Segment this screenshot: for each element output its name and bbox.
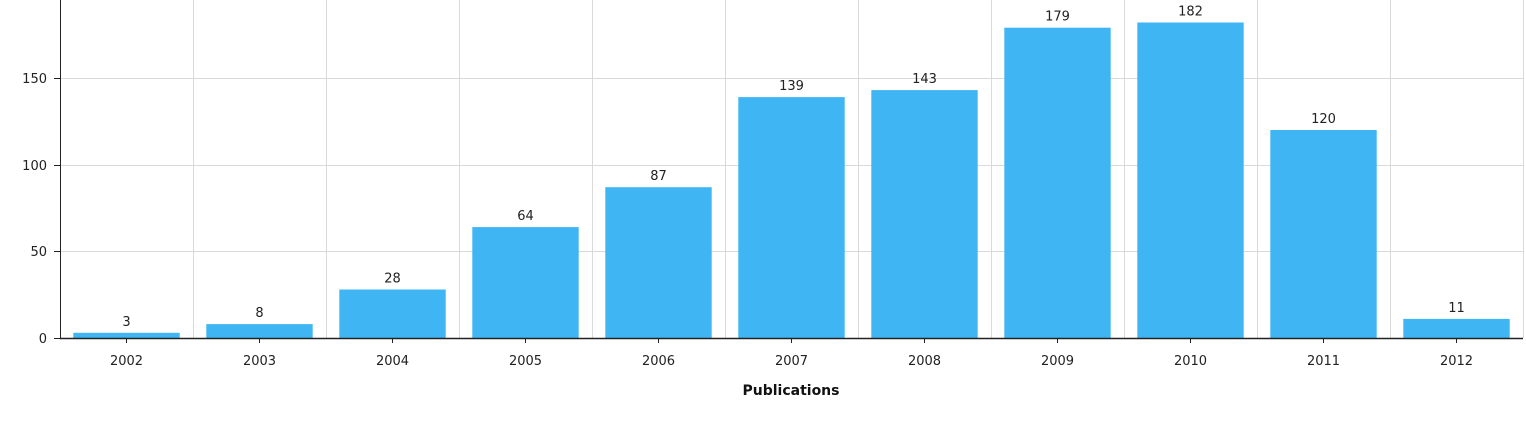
x-tick-label-2004: 2004 [376, 354, 409, 369]
bar-2005 [472, 227, 579, 338]
bar-2004 [339, 289, 446, 338]
bars [73, 22, 1510, 338]
x-tick-label-2002: 2002 [110, 354, 143, 369]
y-tick-label: 150 [22, 72, 47, 87]
bar-2002 [73, 332, 180, 338]
data-label-2007: 139 [779, 79, 804, 94]
data-labels: 3 8 28 64 87 139 143 179 182 120 11 [122, 5, 1464, 330]
bar-2009 [1004, 27, 1111, 338]
data-label-2004: 28 [384, 272, 401, 287]
x-tick-label-2012: 2012 [1440, 354, 1473, 369]
data-label-2011: 120 [1311, 112, 1336, 127]
data-label-2010: 182 [1178, 5, 1203, 20]
x-tick-label-2008: 2008 [908, 354, 941, 369]
bar-2007 [738, 97, 845, 338]
bar-2008 [871, 90, 978, 338]
y-tick-label: 50 [30, 245, 47, 260]
x-tick-label-2003: 2003 [243, 354, 276, 369]
x-tick-label-2010: 2010 [1174, 354, 1207, 369]
data-label-2009: 179 [1045, 10, 1070, 25]
y-tick-label: 100 [22, 159, 47, 174]
data-label-2008: 143 [912, 72, 937, 87]
data-label-2002: 3 [122, 315, 130, 330]
data-label-2003: 8 [255, 306, 263, 321]
data-label-2005: 64 [517, 209, 534, 224]
axes: 0 50 100 150 2002 2003 2004 2005 2006 2007 2008 200… [22, 0, 1523, 369]
data-label-2006: 87 [650, 169, 667, 184]
bar-2011 [1270, 130, 1377, 338]
bar-2003 [206, 324, 313, 338]
data-label-2012: 11 [1448, 301, 1465, 316]
bar-2012 [1403, 318, 1510, 338]
y-tick-label: 0 [39, 332, 47, 347]
x-tick-label-2006: 2006 [642, 354, 675, 369]
x-tick-label-2009: 2009 [1041, 354, 1074, 369]
bar-2010 [1137, 22, 1244, 338]
x-tick-label-2007: 2007 [775, 354, 808, 369]
x-tick-label-2011: 2011 [1307, 354, 1340, 369]
x-axis-title: Publications [742, 383, 839, 399]
bar-2006 [605, 187, 712, 338]
x-tick-label-2005: 2005 [509, 354, 542, 369]
